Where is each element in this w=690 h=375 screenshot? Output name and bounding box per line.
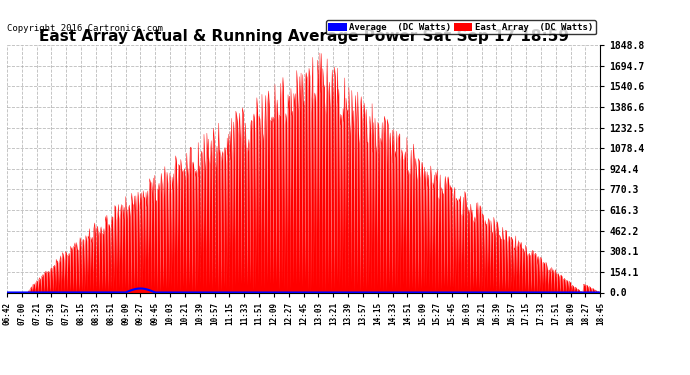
Text: Copyright 2016 Cartronics.com: Copyright 2016 Cartronics.com bbox=[7, 24, 163, 33]
Title: East Array Actual & Running Average Power Sat Sep 17 18:59: East Array Actual & Running Average Powe… bbox=[39, 29, 569, 44]
Legend: Average  (DC Watts), East Array  (DC Watts): Average (DC Watts), East Array (DC Watts… bbox=[326, 20, 595, 34]
